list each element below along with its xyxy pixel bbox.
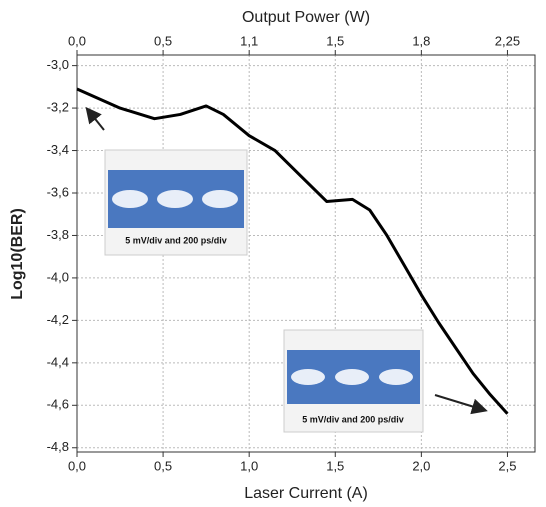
data-line — [76, 87, 509, 415]
y-tick-label: -3,0 — [47, 57, 69, 72]
y-tick-label: -4,2 — [47, 312, 69, 327]
x-tick-label: 0,5 — [154, 458, 172, 473]
y-tick-label: -3,4 — [47, 142, 69, 157]
y-tick-label: -3,6 — [47, 184, 69, 199]
eye-diagram-inset: 5 mV/div and 200 ps/div — [104, 149, 248, 256]
x-tick-label: 2,0 — [412, 458, 430, 473]
x2-tick-label: 1,8 — [412, 33, 430, 48]
y-tick-label: -4,8 — [47, 439, 69, 454]
y-axis-title: Log10(BER) — [9, 208, 26, 300]
x2-tick-label: 2,25 — [495, 33, 520, 48]
y-tick-label: -4,4 — [47, 354, 69, 369]
x-tick-label: 2,5 — [498, 458, 516, 473]
plot-frame — [76, 54, 536, 453]
y-tick-label: -3,2 — [47, 100, 69, 115]
x2-tick-label: 1,1 — [240, 33, 258, 48]
x-axis-title: Laser Current (A) — [244, 485, 368, 502]
y-tick-label: -4,0 — [47, 269, 69, 284]
x-tick-label: 1,5 — [326, 458, 344, 473]
x2-tick-label: 0,0 — [68, 33, 86, 48]
x-tick-label: 1,0 — [240, 458, 258, 473]
arrow — [85, 106, 105, 131]
x2-axis-title: Output Power (W) — [242, 9, 370, 26]
arrow — [434, 394, 488, 415]
inset-caption: 5 mV/div and 200 ps/div — [302, 414, 404, 424]
eye-diagram-inset: 5 mV/div and 200 ps/div — [283, 329, 424, 433]
x-tick-label: 0,0 — [68, 458, 86, 473]
x2-tick-label: 0,5 — [154, 33, 172, 48]
y-tick-label: -3,8 — [47, 227, 69, 242]
x2-tick-label: 1,5 — [326, 33, 344, 48]
y-tick-label: -4,6 — [47, 397, 69, 412]
inset-caption: 5 mV/div and 200 ps/div — [125, 235, 227, 245]
